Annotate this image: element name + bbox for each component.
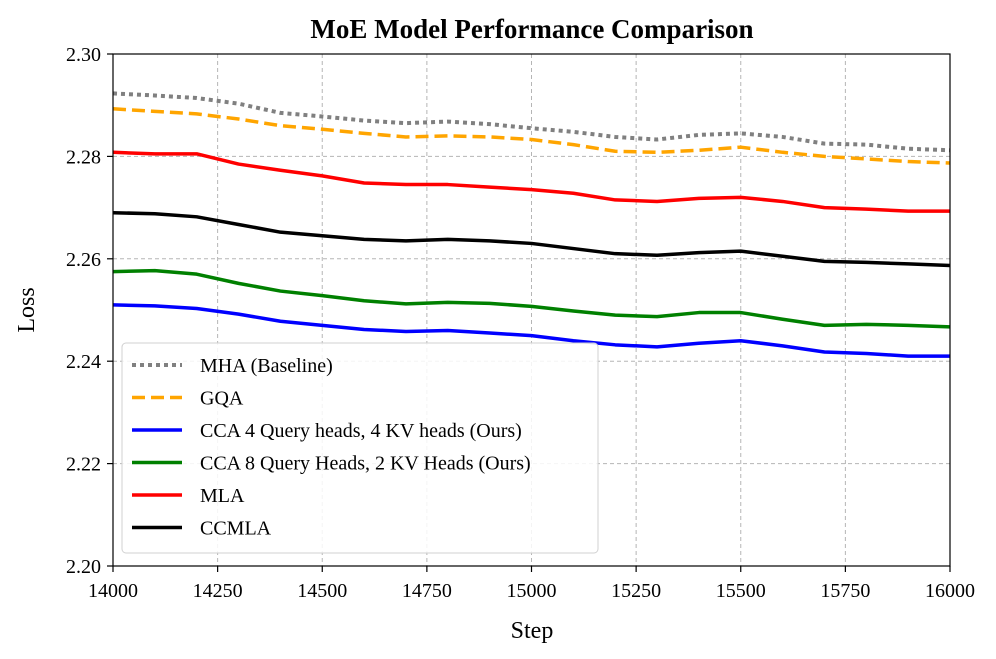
x-axis-label: Step (511, 618, 554, 644)
y-tick-label: 2.30 (66, 44, 101, 66)
x-tick-label: 15250 (611, 580, 661, 602)
legend-label: CCA 8 Query Heads, 2 KV Heads (Ours) (200, 453, 531, 475)
x-tick-label: 15750 (820, 580, 870, 602)
legend-label: MLA (200, 485, 245, 507)
series-group (112, 91, 951, 358)
y-tick-label: 2.22 (66, 454, 101, 476)
series-line-ccmla (112, 210, 951, 268)
legend-label: CCA 4 Query heads, 4 KV heads (Ours) (200, 420, 522, 442)
legend-box (121, 342, 599, 554)
y-tick-label: 2.26 (66, 249, 101, 271)
x-tick-label: 14750 (402, 580, 452, 602)
x-tick-label: 15000 (507, 580, 557, 602)
chart-title: MoE Model Performance Comparison (310, 14, 753, 44)
y-axis-label: Loss (14, 287, 40, 332)
y-tick-label: 2.28 (66, 146, 101, 168)
x-tick-label: 16000 (925, 580, 975, 602)
axis-ticks: 14000 14250 14500 14750 15000 15250 15500 15750… (66, 44, 975, 602)
y-tick-label: 2.24 (66, 351, 101, 373)
x-tick-label: 15500 (716, 580, 766, 602)
legend-label: MHA (Baseline) (200, 355, 333, 377)
x-tick-label: 14250 (193, 580, 243, 602)
series-line-cca-4-query-heads-4-kv-heads-ours (112, 303, 950, 358)
x-tick-label: 14500 (297, 580, 347, 602)
x-tick-label: 14000 (88, 580, 138, 602)
series-line-mla (112, 150, 950, 213)
legend-label: GQA (200, 388, 244, 410)
series-line-gqa (112, 107, 951, 165)
series-line-cca-8-query-heads-2-kv-heads-ours (112, 268, 951, 329)
legend-label: CCMLA (200, 518, 272, 540)
legend: MHA (Baseline) GQA CCA 4 Query heads, 4 KV… (121, 342, 599, 554)
y-tick-label: 2.20 (66, 556, 101, 578)
